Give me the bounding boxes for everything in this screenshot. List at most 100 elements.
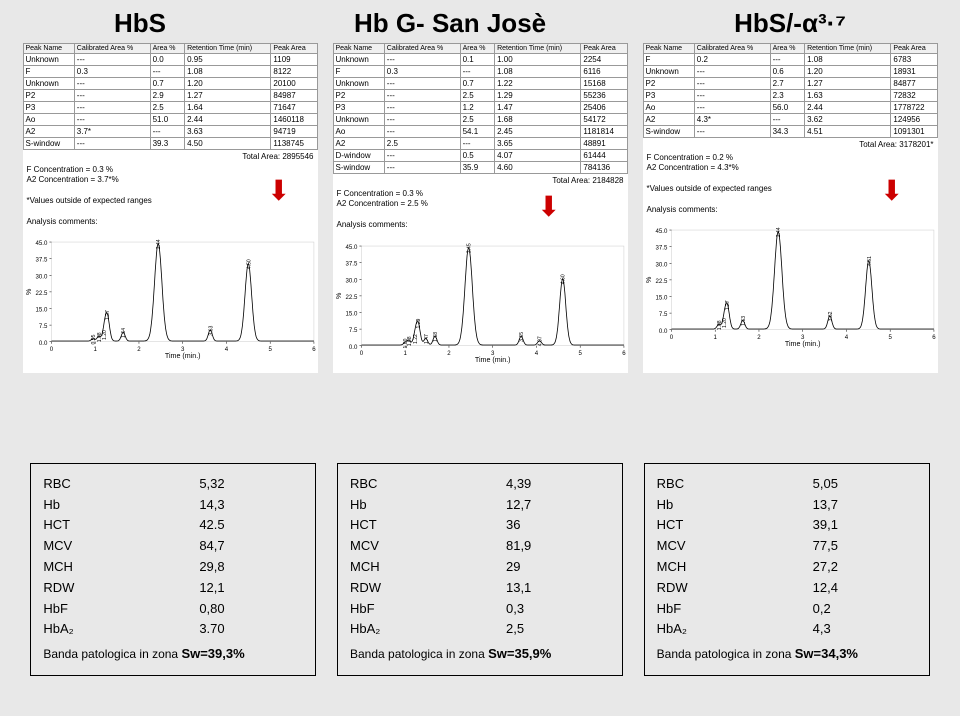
data-line: RBC4,39 [350, 474, 610, 495]
svg-text:22.5: 22.5 [655, 278, 667, 285]
cell: 39.3 [150, 138, 185, 150]
table-row: Unknown---0.71.2215168 [333, 78, 627, 90]
cell: 3.62 [805, 114, 891, 126]
svg-text:0.0: 0.0 [38, 340, 47, 347]
cell: P3 [23, 102, 74, 114]
table-row: D-window---0.54.0761444 [333, 150, 627, 162]
cell: 18931 [891, 66, 937, 78]
param-value: 5,05 [813, 474, 917, 495]
conc-line: A2 Concentration = 2.5 % [337, 199, 624, 209]
svg-text:6: 6 [312, 346, 316, 353]
blood-data-box: RBC5,32Hb14,3HCT42.5MCV84,7MCH29,8RDW12,… [30, 463, 316, 676]
peak-table: Peak NameCalibrated Area %Area %Retentio… [643, 43, 938, 138]
cell: 784136 [581, 162, 627, 174]
svg-text:0.0: 0.0 [348, 343, 357, 350]
cell: --- [384, 78, 460, 90]
table-row: P3---2.31.6372832 [643, 90, 937, 102]
svg-text:5: 5 [268, 346, 272, 353]
cell: 4.50 [185, 138, 271, 150]
param-value: 2,5 [506, 619, 610, 640]
conc-line: F Concentration = 0.3 % [337, 189, 624, 199]
param-label: MCH [43, 557, 173, 578]
cell: 72832 [891, 90, 937, 102]
conc-line: Analysis comments: [27, 217, 314, 227]
table-row: P2---2.91.2784987 [23, 90, 317, 102]
param-value: 12,1 [199, 578, 303, 599]
table-row: P3---1.21.4725406 [333, 102, 627, 114]
svg-text:4.60: 4.60 [560, 274, 566, 284]
data-line: HbA₂2,5 [350, 619, 610, 640]
cell: 0.0 [150, 54, 185, 66]
cell: 56.0 [770, 102, 805, 114]
peak-table: Peak NameCalibrated Area %Area %Retentio… [333, 43, 628, 174]
title-2: Hb G- San Josè [354, 8, 546, 39]
total-area: Total Area: 3178201* [643, 138, 938, 151]
data-line: RDW12,4 [657, 578, 917, 599]
svg-text:1.22: 1.22 [412, 334, 418, 344]
svg-text:0: 0 [359, 349, 363, 356]
table-row: S-window---34.34.511091301 [643, 126, 937, 138]
col-header: Area % [150, 44, 185, 54]
svg-text:15.0: 15.0 [345, 310, 357, 317]
conc-line: *Values outside of expected ranges [27, 196, 314, 206]
cell: 1.08 [495, 66, 581, 78]
cell: P3 [333, 102, 384, 114]
cell: 1.29 [495, 90, 581, 102]
svg-text:4: 4 [224, 346, 228, 353]
svg-text:1.27: 1.27 [725, 301, 731, 311]
data-line: HCT39,1 [657, 515, 917, 536]
svg-text:5: 5 [578, 349, 582, 356]
data-line: RBC5,32 [43, 474, 303, 495]
cell: 2.5 [150, 102, 185, 114]
hplc-panel: Peak NameCalibrated Area %Area %Retentio… [23, 43, 318, 373]
cell: 34.3 [770, 126, 805, 138]
param-label: MCV [657, 536, 787, 557]
conc-line [27, 207, 314, 217]
chromatogram-chart: 0.07.515.022.530.037.545.001234561.001.0… [333, 233, 628, 373]
cell: Unknown [333, 54, 384, 66]
svg-text:1.29: 1.29 [415, 318, 421, 328]
chromatogram-chart: 0.07.515.022.530.037.545.001234560.951.0… [23, 229, 318, 369]
data-line: Hb13,7 [657, 495, 917, 516]
cell: 1.22 [495, 78, 581, 90]
col-header: Calibrated Area % [384, 44, 460, 54]
svg-text:1.20: 1.20 [722, 318, 728, 328]
param-label: Hb [43, 495, 173, 516]
concentration-block: F Concentration = 0.3 %A2 Concentration … [333, 187, 628, 233]
cell: 2.45 [495, 126, 581, 138]
col-header: Peak Area [891, 44, 937, 54]
cell: --- [384, 102, 460, 114]
cell: 1.08 [185, 66, 271, 78]
param-label: RDW [350, 578, 480, 599]
cell: 2.7 [770, 78, 805, 90]
cell: 124956 [891, 114, 937, 126]
table-row: P2---2.51.2955236 [333, 90, 627, 102]
conc-line: Analysis comments: [647, 205, 934, 215]
sw-value: Sw=34,3% [795, 646, 858, 661]
table-row: Ao---54.12.451181814 [333, 126, 627, 138]
conc-line [647, 195, 934, 205]
cell: 2.3 [770, 90, 805, 102]
cell: P2 [333, 90, 384, 102]
cell: --- [694, 66, 770, 78]
cell: --- [384, 90, 460, 102]
cell: 1460118 [271, 114, 317, 126]
svg-text:Time (min.): Time (min.) [474, 356, 510, 364]
cell: 1.20 [185, 78, 271, 90]
cell: --- [74, 138, 150, 150]
col-header: Area % [460, 44, 495, 54]
cell: 1181814 [581, 126, 627, 138]
svg-text:3.65: 3.65 [519, 331, 525, 341]
cell: 1109 [271, 54, 317, 66]
hplc-panel: Peak NameCalibrated Area %Area %Retentio… [333, 43, 628, 373]
col-header: Peak Name [333, 44, 384, 54]
data-line: Hb12,7 [350, 495, 610, 516]
data-line: Hb14,3 [43, 495, 303, 516]
cell: A2 [643, 114, 694, 126]
svg-text:2.44: 2.44 [156, 239, 162, 249]
conc-line: A2 Concentration = 4.3*% [647, 163, 934, 173]
param-value: 12,4 [813, 578, 917, 599]
svg-text:3.63: 3.63 [208, 326, 214, 336]
cell: 2.5 [384, 138, 460, 150]
cell: 15168 [581, 78, 627, 90]
